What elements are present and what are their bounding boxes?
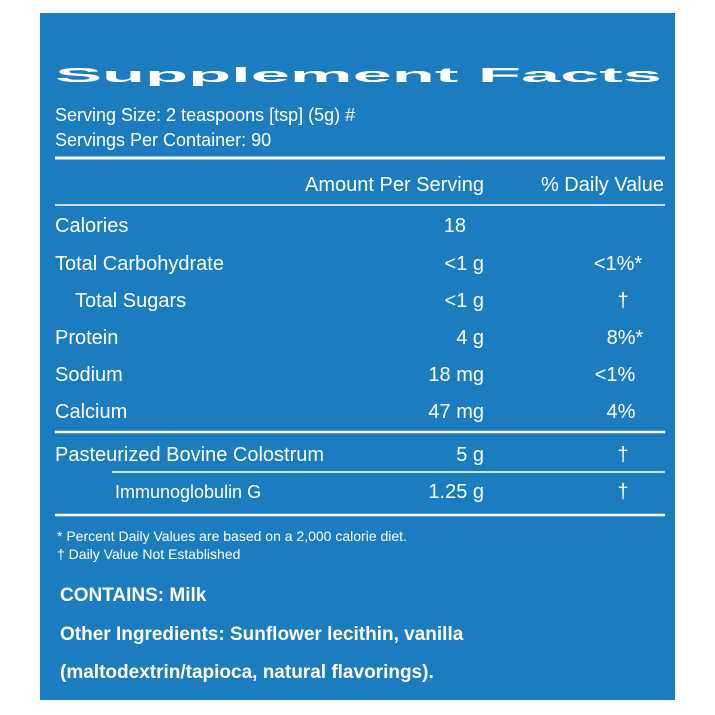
row-name: Total Carbohydrate	[55, 253, 224, 275]
row-daily-value: †	[617, 290, 628, 312]
column-header: % Daily Value	[541, 174, 664, 196]
row-amount: 47 mg	[428, 401, 484, 423]
footnote: * Percent Daily Values are based on a 2,…	[57, 528, 407, 544]
footnote: † Daily Value Not Established	[57, 546, 240, 562]
row-amount: 4 g	[456, 327, 484, 349]
row-name: Calcium	[55, 401, 127, 423]
row-amount: 1.25 g	[428, 481, 484, 503]
row-name: Total Sugars	[75, 290, 186, 312]
row-name: Sodium	[55, 364, 123, 386]
row-amount: <1 g	[445, 253, 484, 275]
row-amount: 18	[444, 215, 466, 237]
servings-per-container: Servings Per Container: 90	[55, 130, 271, 150]
column-header: Amount Per Serving	[305, 174, 484, 196]
row-daily-value: †	[617, 444, 628, 466]
row-name: Pasteurized Bovine Colostrum	[55, 444, 324, 466]
row-name: Calories	[55, 215, 128, 237]
serving-size: Serving Size: 2 teaspoons [tsp] (5g) #	[55, 105, 355, 125]
panel	[40, 13, 675, 700]
other-ingredients: Other Ingredients: Sunflower lecithin, v…	[60, 624, 464, 645]
row-amount: 18 mg	[428, 364, 484, 386]
row-daily-value: †	[617, 481, 628, 503]
row-daily-value: 8%*	[607, 327, 644, 349]
row-daily-value: 4%	[607, 401, 636, 423]
contains: CONTAINS: Milk	[60, 585, 207, 606]
title: Supplement Facts	[55, 65, 662, 87]
row-amount: <1 g	[445, 290, 484, 312]
other-ingredients: (maltodextrin/tapioca, natural flavoring…	[60, 662, 434, 683]
row-amount: 5 g	[456, 444, 484, 466]
row-name: Immunoglobulin G	[115, 482, 261, 502]
row-name: Protein	[55, 327, 118, 349]
row-daily-value: <1%	[595, 364, 636, 386]
row-daily-value: <1%*	[594, 253, 643, 275]
